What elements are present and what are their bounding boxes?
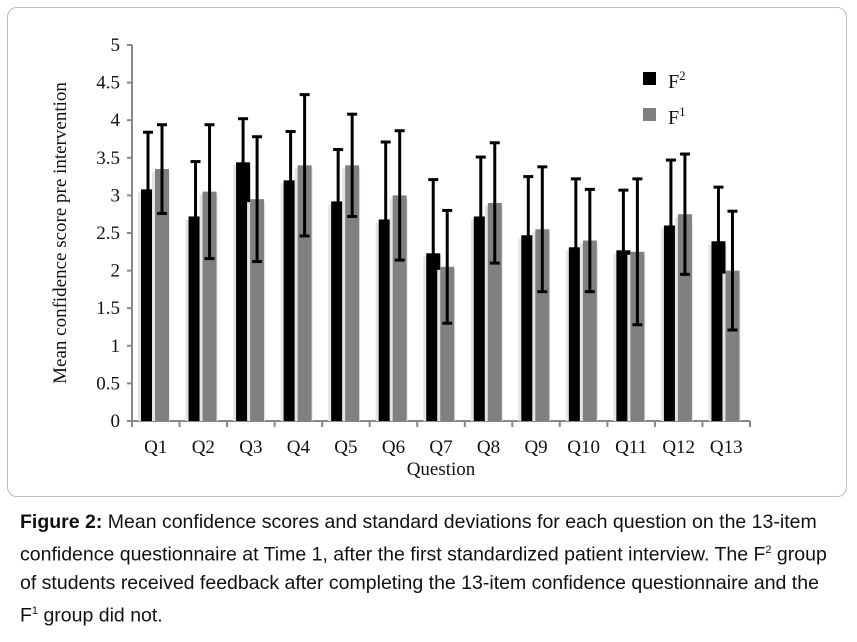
bar-F2-Q12 <box>663 225 678 421</box>
y-tick-label: 5 <box>111 35 121 56</box>
y-tick-label: 0.5 <box>96 373 120 394</box>
y-tick-label: 2.5 <box>96 223 120 244</box>
caption-sup: 2 <box>765 544 772 556</box>
x-tick-label: Q2 <box>192 437 215 458</box>
legend-swatch <box>643 72 656 85</box>
bar-F2-Q3 <box>236 162 251 421</box>
bar-F2-Q4 <box>283 180 298 421</box>
bar-F1-Q3 <box>250 199 265 421</box>
figure-frame <box>7 7 847 497</box>
bar-F1-Q9 <box>535 229 550 421</box>
y-tick-label: 4.5 <box>96 73 120 94</box>
bar-chart: 0 0.5 1 1.5 2 2.5 3 3.5 4 4.5 5 Q1 Q2 Q3 Q4 Q5 Q6 Q7 Q8 Q9 Q… <box>50 35 751 480</box>
x-tick-label: Q13 <box>710 437 743 458</box>
legend-label-F1: F1 <box>668 104 686 129</box>
y-tick-label: 0 <box>111 411 121 432</box>
y-tick-label: 2 <box>111 261 121 282</box>
bar-F1-Q5 <box>345 165 360 421</box>
y-tick-label: 3.5 <box>96 148 120 169</box>
x-tick-label: Q1 <box>144 437 167 458</box>
x-tick-label: Q8 <box>477 437 500 458</box>
bar-F2-Q5 <box>331 201 346 421</box>
bar-F2-Q7 <box>426 253 441 421</box>
y-tick-label: 4 <box>111 110 121 131</box>
bar-F1-Q10 <box>582 240 597 421</box>
bar-F1-Q12 <box>677 214 692 421</box>
x-tick-label: Q10 <box>567 437 600 458</box>
bar-F1-Q2 <box>202 191 217 421</box>
y-tick-label: 3 <box>111 185 121 206</box>
y-tick-label: 1 <box>111 336 121 357</box>
bar-F2-Q6 <box>378 219 393 421</box>
bar-F1-Q13 <box>725 270 740 421</box>
legend-sup: 2 <box>679 68 686 83</box>
bar-F1-Q7 <box>440 266 455 421</box>
bar-F1-Q1 <box>155 169 169 421</box>
caption-text: Mean confidence scores and standard devi… <box>20 511 817 566</box>
caption-label: Figure 2: <box>20 511 103 533</box>
caption-text: group of students received feedback afte… <box>20 543 827 627</box>
x-tick-label: Q3 <box>239 437 262 458</box>
bar-F2-Q9 <box>521 235 536 421</box>
bar-F2-Q11 <box>616 250 631 421</box>
legend-sup: 1 <box>679 104 686 119</box>
bar-F1-Q8 <box>487 202 502 421</box>
x-tick-label: Q7 <box>429 437 452 458</box>
bar-F1-Q6 <box>392 195 407 421</box>
bar-F2-Q10 <box>568 247 583 421</box>
caption-sup: 1 <box>31 604 39 617</box>
legend-label-F2: F2 <box>668 68 686 93</box>
x-tick-label: Q4 <box>287 437 311 458</box>
y-tick-label: 1.5 <box>96 298 120 319</box>
x-tick-label: Q9 <box>524 437 547 458</box>
bar-F2-Q8 <box>473 216 488 421</box>
figure-caption: Figure 2: Mean confidence scores and sta… <box>20 508 840 629</box>
x-tick-label: Q12 <box>662 437 695 458</box>
caption-text: group did not. <box>38 604 163 626</box>
bar-F1-Q4 <box>297 165 312 421</box>
x-axis-label: Question <box>407 459 476 480</box>
bar-F2-Q13 <box>711 241 726 421</box>
bar-F2-Q2 <box>188 216 203 421</box>
bar-F1-Q11 <box>630 251 645 421</box>
y-axis-label: Mean confidence score pre intervention <box>50 82 71 384</box>
x-tick-label: Q5 <box>334 437 357 458</box>
legend-swatch <box>643 108 656 121</box>
x-tick-label: Q6 <box>382 437 405 458</box>
x-tick-label: Q11 <box>615 437 647 458</box>
